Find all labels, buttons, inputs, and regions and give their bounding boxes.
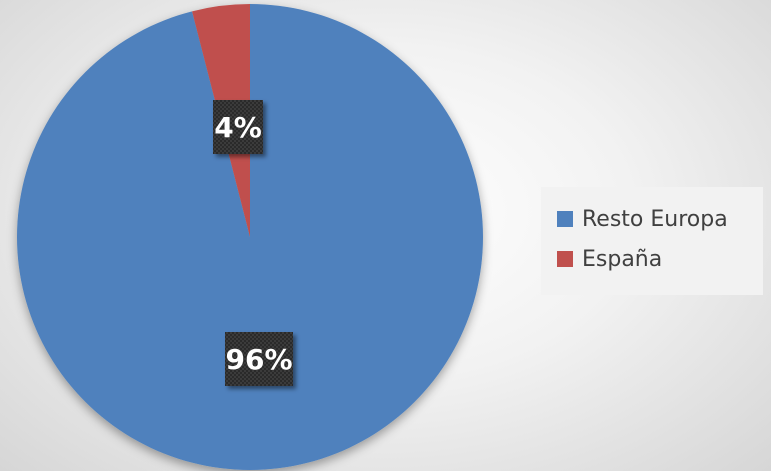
legend-swatch-resto-europa bbox=[557, 211, 573, 227]
legend-label: Resto Europa bbox=[582, 206, 728, 232]
pie-slices bbox=[16, 4, 483, 471]
legend-item-resto-europa: Resto Europa bbox=[557, 199, 763, 239]
legend: Resto Europa España bbox=[541, 187, 763, 295]
data-label-text: 4% bbox=[214, 111, 262, 144]
data-label-espana: 4% bbox=[213, 100, 263, 154]
data-labels: 96% 4% bbox=[213, 100, 293, 386]
pie-slice-resto-europa bbox=[16, 4, 483, 471]
data-label-box bbox=[225, 332, 293, 386]
legend-label: España bbox=[582, 246, 663, 272]
data-label-box bbox=[213, 100, 263, 154]
data-label-text: 96% bbox=[225, 343, 292, 376]
legend-item-espana: España bbox=[557, 239, 763, 279]
data-label-resto-europa: 96% bbox=[225, 332, 293, 386]
legend-swatch-espana bbox=[557, 251, 573, 267]
